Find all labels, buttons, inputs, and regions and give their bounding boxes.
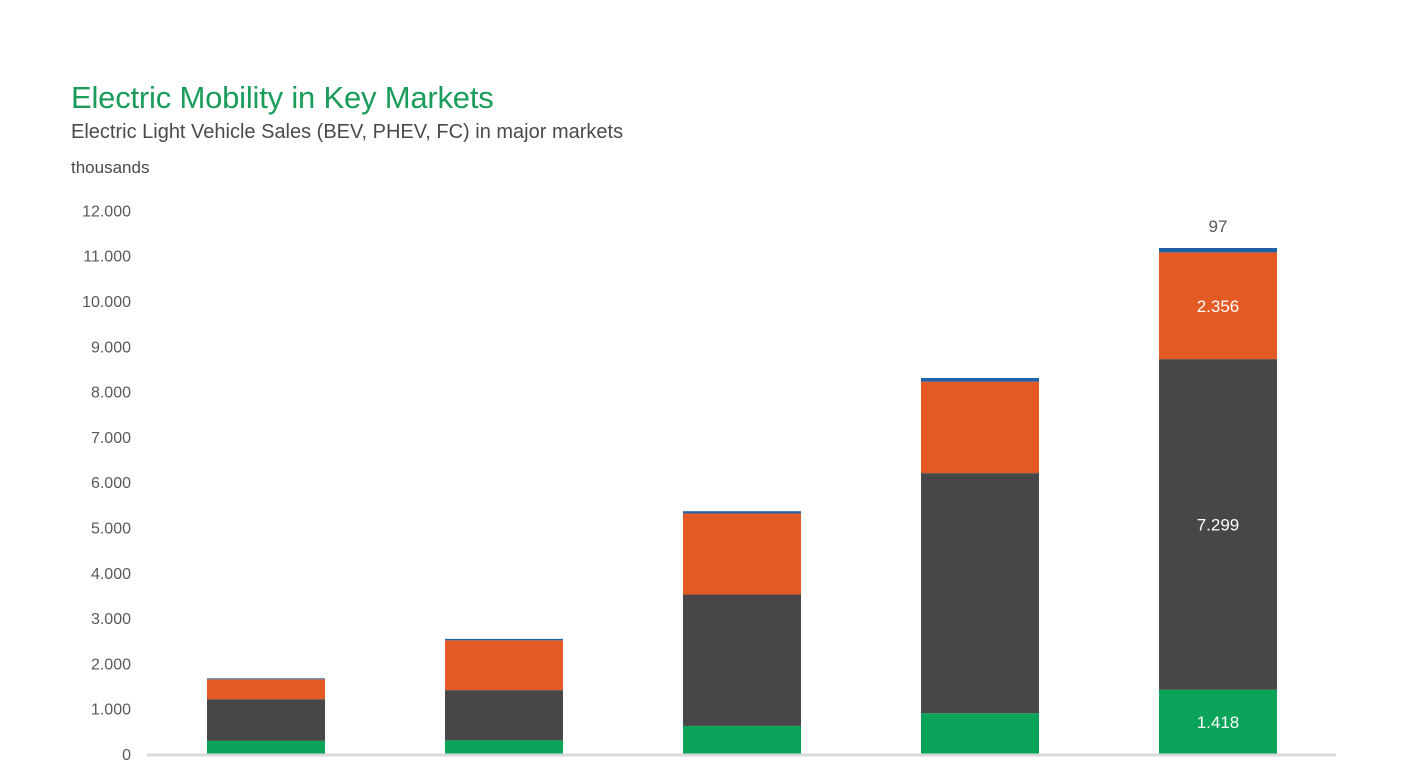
bar-segment	[683, 725, 801, 754]
bar-segment	[683, 594, 801, 726]
bar-segment	[445, 640, 563, 691]
bar-segment	[683, 513, 801, 595]
y-tick-label: 7.000	[91, 430, 131, 447]
y-tick-label: 0	[122, 747, 131, 764]
bar-segment	[445, 638, 563, 641]
bar-segment	[921, 378, 1039, 382]
data-label: 2.356	[1197, 297, 1240, 316]
chart-subtitle: Electric Light Vehicle Sales (BEV, PHEV,…	[71, 121, 624, 143]
bar-segment	[1159, 247, 1277, 253]
y-tick-label: 10.000	[82, 294, 131, 311]
y-tick-label: 12.000	[82, 203, 131, 220]
bar-segment	[1159, 689, 1277, 754]
bar-segment	[445, 690, 563, 741]
y-axis-unit-label: thousands	[71, 158, 150, 177]
y-tick-label: 5.000	[91, 521, 131, 538]
bar-segment	[207, 679, 325, 700]
bar-segment	[1159, 252, 1277, 360]
bar-segment	[921, 713, 1039, 754]
y-tick-label: 4.000	[91, 566, 131, 583]
bar-segment	[207, 699, 325, 741]
bar-segment	[683, 511, 801, 514]
data-label: 97	[1209, 217, 1228, 236]
data-label: 1.418	[1197, 713, 1240, 732]
bar-segment	[445, 740, 563, 754]
chart-title: Electric Mobility in Key Markets	[71, 80, 494, 115]
bar-segment	[921, 381, 1039, 474]
bar-segment	[921, 473, 1039, 714]
y-tick-label: 2.000	[91, 656, 131, 673]
y-tick-label: 3.000	[91, 611, 131, 628]
bar-segment	[207, 678, 325, 680]
y-tick-label: 8.000	[91, 385, 131, 402]
y-tick-label: 6.000	[91, 475, 131, 492]
data-label: 7.299	[1197, 515, 1240, 534]
y-tick-label: 9.000	[91, 339, 131, 356]
bar-segment	[1159, 359, 1277, 690]
y-tick-label: 1.000	[91, 702, 131, 719]
y-tick-label: 11.000	[83, 249, 131, 266]
bar-segment	[207, 740, 325, 754]
